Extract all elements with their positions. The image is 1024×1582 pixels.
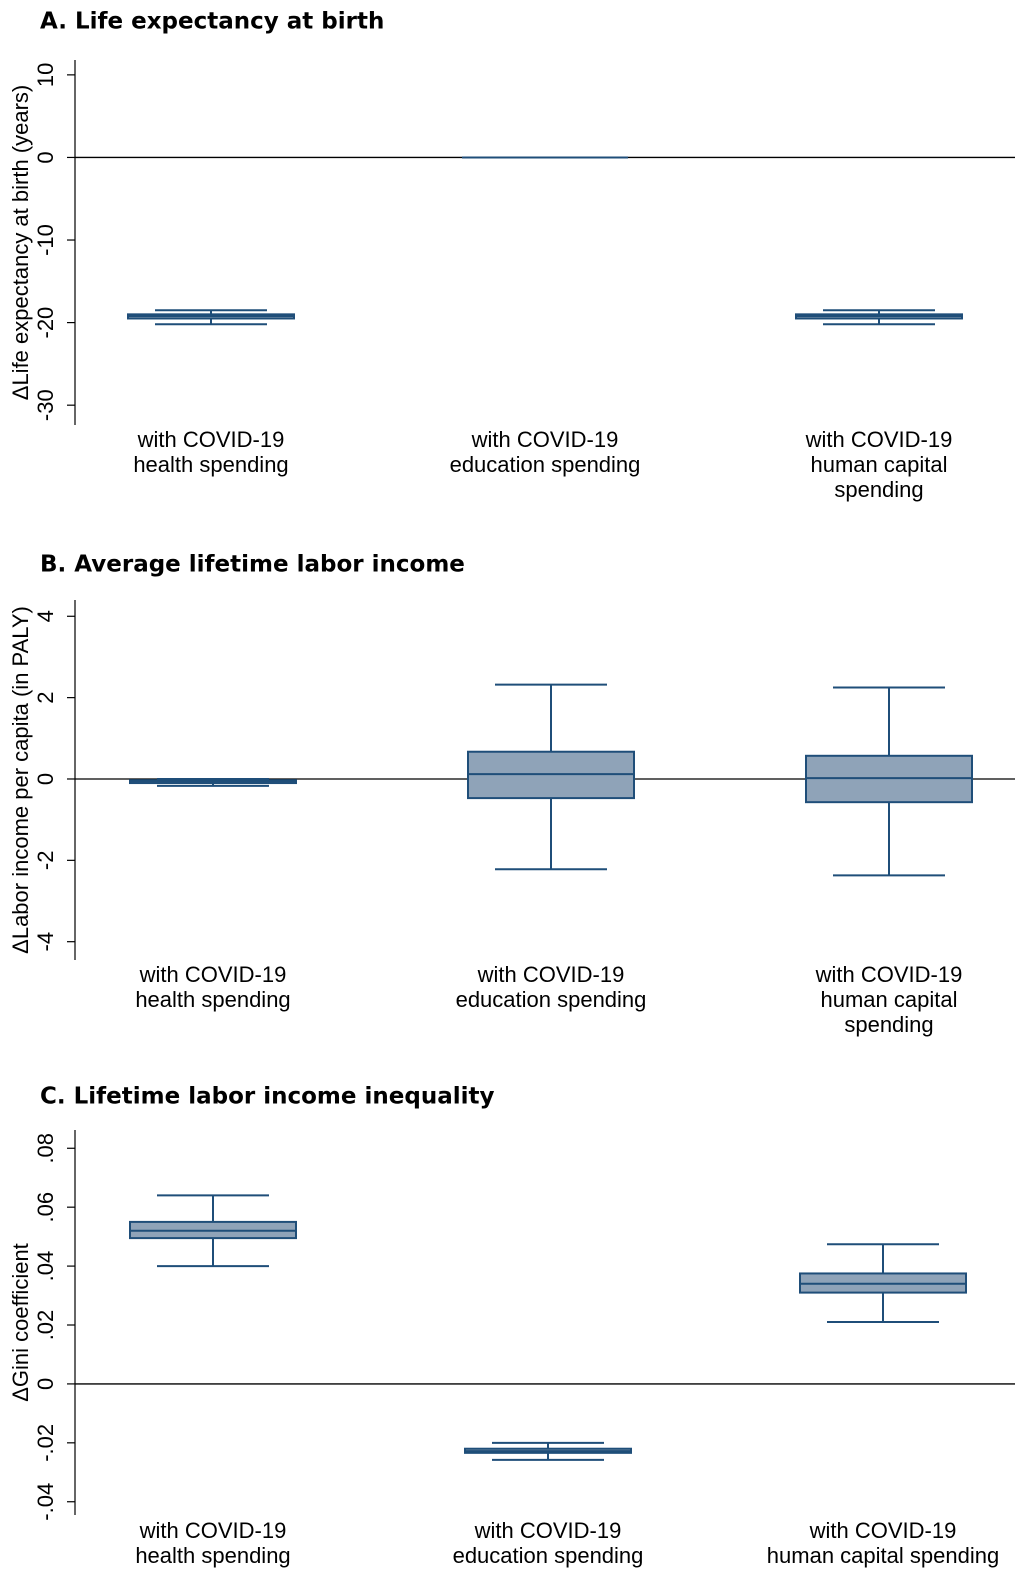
y-tick-label: -.02 (33, 1424, 58, 1462)
x-tick-label: with COVID-19 (139, 962, 287, 987)
y-tick-label: 0 (33, 1378, 58, 1390)
y-tick-label: -10 (33, 224, 58, 256)
y-tick-label: -30 (33, 389, 58, 421)
chart-title: C. Lifetime labor income inequality (40, 1084, 494, 1110)
x-tick-label: health spending (135, 987, 290, 1012)
x-tick-label: with COVID-19 (805, 427, 953, 452)
x-tick-label: spending (834, 477, 923, 502)
x-tick-label: with COVID-19 (815, 962, 963, 987)
y-tick-label: 4 (33, 610, 58, 622)
x-tick-label: with COVID-19 (137, 427, 285, 452)
y-tick-label: 10 (33, 63, 58, 87)
x-tick-label: human capital (811, 452, 948, 477)
x-tick-label: with COVID-19 (471, 427, 619, 452)
y-tick-label: -2 (33, 851, 58, 871)
y-axis-label: ΔLife expectancy at birth (years) (8, 85, 33, 401)
y-axis-label: ΔLabor income per capita (in PALY) (8, 606, 33, 954)
x-tick-label: with COVID-19 (477, 962, 625, 987)
x-tick-label: with COVID-19 (139, 1518, 287, 1543)
chart-title: B. Average lifetime labor income (40, 552, 465, 578)
y-tick-label: -20 (33, 307, 58, 339)
y-tick-label: -4 (33, 932, 58, 952)
x-tick-label: education spending (456, 987, 647, 1012)
y-tick-label: .08 (33, 1133, 58, 1164)
y-tick-label: -.04 (33, 1483, 58, 1521)
y-tick-label: .02 (33, 1310, 58, 1341)
y-tick-label: .04 (33, 1251, 58, 1282)
y-axis-label: ΔGini coefficient (8, 1243, 33, 1402)
x-tick-label: education spending (453, 1543, 644, 1568)
y-tick-label: 0 (33, 773, 58, 785)
y-tick-label: 2 (33, 692, 58, 704)
y-tick-label: 0 (33, 151, 58, 163)
x-tick-label: human capital spending (767, 1543, 999, 1568)
x-tick-label: with COVID-19 (809, 1518, 957, 1543)
chart-title: A. Life expectancy at birth (40, 9, 384, 35)
x-tick-label: health spending (133, 452, 288, 477)
x-tick-label: human capital (821, 987, 958, 1012)
x-tick-label: health spending (135, 1543, 290, 1568)
x-tick-label: with COVID-19 (474, 1518, 622, 1543)
x-tick-label: spending (844, 1012, 933, 1037)
x-tick-label: education spending (450, 452, 641, 477)
y-tick-label: .06 (33, 1192, 58, 1223)
